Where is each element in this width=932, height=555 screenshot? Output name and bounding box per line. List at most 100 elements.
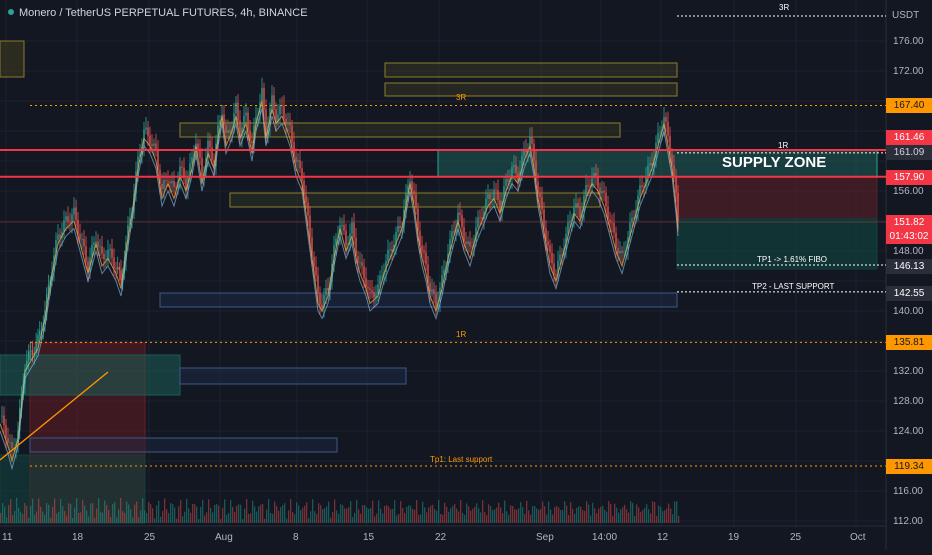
- volume-bar: [396, 515, 398, 523]
- volume-bar: [54, 498, 56, 523]
- volume-bar: [220, 518, 222, 523]
- volume-bar: [432, 504, 434, 523]
- candle-body: [595, 173, 597, 178]
- candle-body: [313, 256, 315, 267]
- volume-bar: [196, 506, 198, 523]
- candle-body: [391, 249, 393, 252]
- volume-bar: [278, 510, 280, 523]
- candle-body: [481, 217, 483, 220]
- volume-bar: [182, 516, 184, 523]
- y-tick-172: 172.00: [893, 66, 924, 77]
- candle-body: [79, 234, 81, 240]
- volume-bar: [246, 499, 248, 523]
- candle-body: [265, 109, 267, 136]
- volume-bar: [420, 514, 422, 523]
- volume-bar: [20, 511, 22, 523]
- volume-bar: [476, 503, 478, 523]
- candle-body: [83, 238, 85, 247]
- candle-body: [139, 154, 141, 157]
- volume-bar: [410, 505, 412, 523]
- volume-bar: [232, 507, 234, 523]
- volume-bar: [254, 506, 256, 523]
- candle-body: [31, 350, 34, 355]
- volume-bar: [110, 517, 112, 523]
- candle-body: [443, 269, 445, 276]
- candle-body: [261, 87, 263, 103]
- candle-body: [503, 186, 505, 202]
- volume-bar: [274, 501, 276, 523]
- volume-bar: [518, 508, 520, 523]
- candle-body: [145, 127, 147, 130]
- volume-bar: [136, 501, 138, 523]
- candle-body: [285, 118, 287, 125]
- volume-bar: [62, 506, 64, 523]
- candle-body: [35, 343, 37, 353]
- candle-body: [539, 193, 541, 198]
- volume-bar: [562, 509, 564, 523]
- volume-bar: [188, 508, 190, 523]
- volume-bar: [492, 510, 494, 523]
- volume-bars: [0, 497, 680, 523]
- volume-bar: [76, 498, 78, 523]
- candle-body: [407, 185, 409, 193]
- candle-body: [245, 112, 247, 116]
- currency-label: USDT: [892, 10, 920, 21]
- volume-bar: [266, 509, 268, 523]
- volume-bar: [524, 513, 526, 523]
- candle-body: [345, 230, 347, 246]
- candle-body: [309, 215, 311, 238]
- volume-bar: [162, 511, 164, 523]
- volume-bar: [152, 508, 154, 523]
- volume-bar: [118, 509, 120, 523]
- volume-bar: [378, 500, 380, 523]
- candle-body: [365, 277, 367, 287]
- candle-body: [385, 260, 387, 272]
- candle-body: [167, 180, 169, 182]
- volume-bar: [638, 507, 640, 523]
- stop-zone-box: [676, 176, 878, 220]
- volume-bar: [58, 511, 60, 523]
- volume-bar: [324, 508, 326, 523]
- candle-body: [671, 154, 673, 166]
- volume-bar: [500, 507, 502, 523]
- volume-bar: [572, 508, 574, 523]
- volume-bar: [634, 515, 636, 523]
- candle-body: [623, 251, 625, 253]
- candle-body: [323, 295, 325, 308]
- x-tick-aug: Aug: [215, 532, 233, 543]
- volume-bar: [366, 507, 368, 523]
- volume-bar: [662, 511, 664, 523]
- candle-body: [351, 222, 353, 234]
- volume-bar: [68, 503, 70, 523]
- candle-body: [9, 442, 11, 443]
- candle-body: [243, 115, 245, 128]
- volume-bar: [522, 507, 524, 523]
- volume-bar: [326, 506, 328, 523]
- candle-body: [579, 207, 581, 218]
- volume-bar: [258, 506, 260, 523]
- candle-body: [507, 179, 509, 182]
- volume-bar: [234, 511, 236, 523]
- volume-bar: [144, 510, 146, 523]
- volume-bar: [648, 509, 650, 523]
- volume-bar: [198, 518, 200, 523]
- volume-bar: [120, 498, 122, 523]
- price-box-161-46: 161.46: [886, 130, 932, 145]
- volume-bar: [484, 512, 486, 523]
- target-zone-box: [676, 218, 878, 270]
- status-dot: [8, 9, 14, 15]
- candle-body: [349, 233, 351, 245]
- volume-bar: [82, 499, 84, 523]
- candle-body: [225, 125, 227, 134]
- candle-body: [387, 250, 389, 261]
- candle-body: [251, 140, 253, 144]
- candle-body: [521, 156, 523, 171]
- volume-bar: [26, 505, 28, 523]
- volume-bar: [660, 507, 662, 523]
- volume-bar: [374, 516, 376, 523]
- candle-body: [67, 216, 69, 222]
- volume-bar: [544, 506, 546, 523]
- candle-body: [597, 177, 599, 188]
